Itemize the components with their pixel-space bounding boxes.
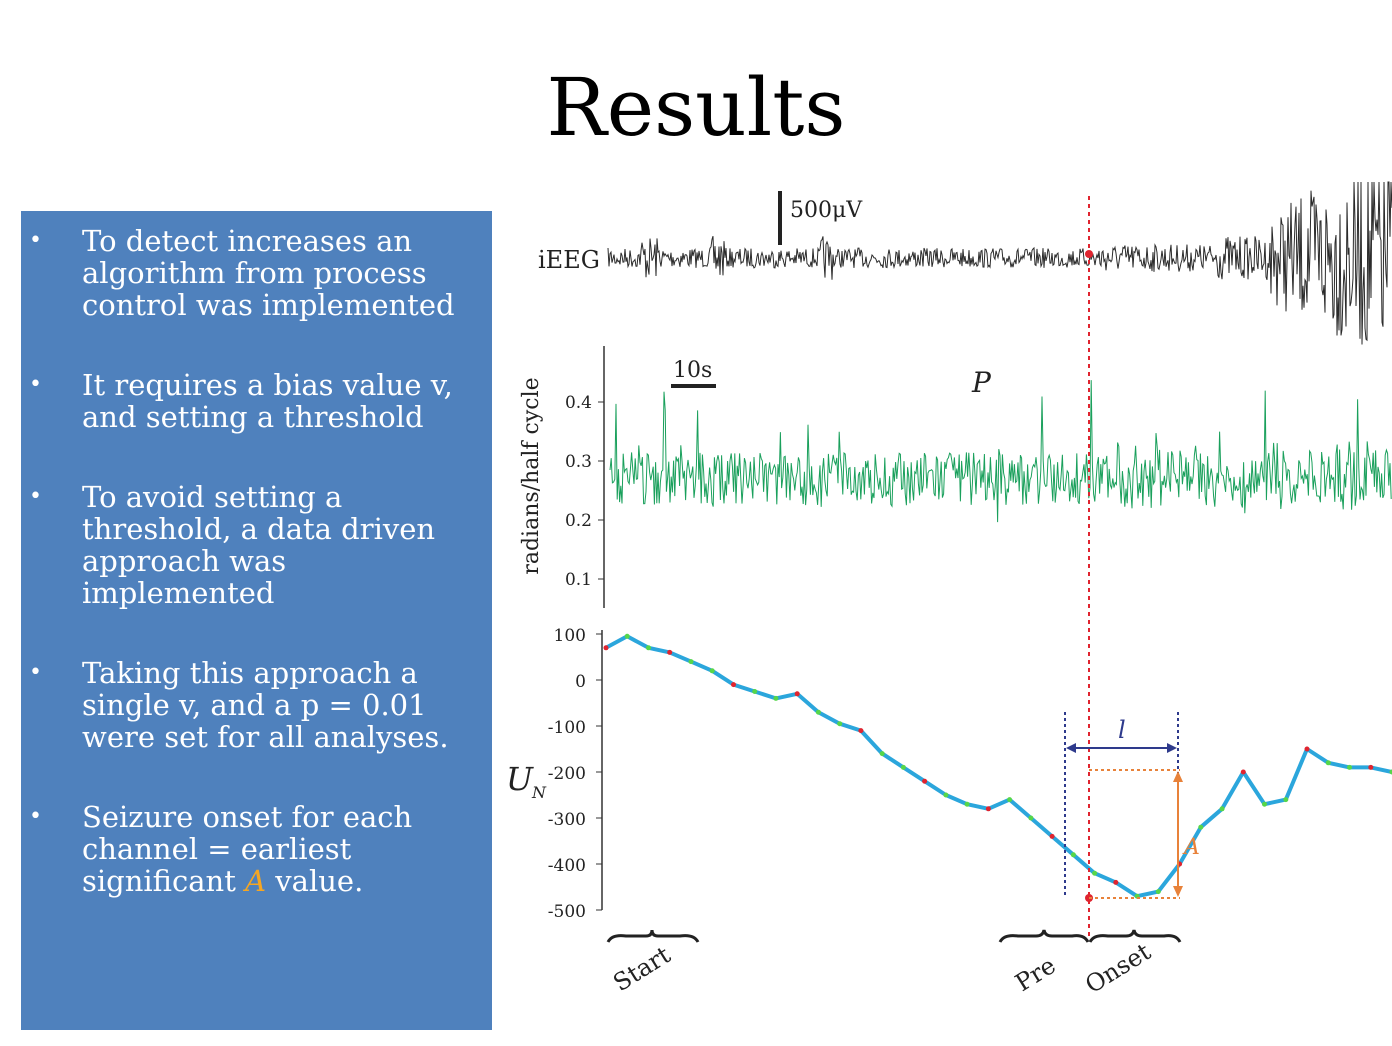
- un-data-point: [1092, 870, 1098, 876]
- bullet-dot: •: [29, 484, 42, 509]
- l-label: l: [1118, 716, 1126, 744]
- un-data-point: [1325, 760, 1331, 766]
- un-data-point: [1304, 746, 1310, 752]
- time-scale-label: 10s: [673, 358, 712, 383]
- un-label: U: [506, 760, 534, 798]
- un-data-point: [1113, 879, 1119, 885]
- brace-label-onset: Onset: [1080, 937, 1156, 999]
- un-data-point: [646, 645, 651, 651]
- p-y-axis-label: radians/half cycle: [519, 377, 544, 574]
- un-data-point: [688, 659, 694, 665]
- slide-title: Results: [546, 61, 846, 154]
- ieeg-label: iEEG: [538, 246, 600, 274]
- un-data-point: [1007, 797, 1013, 803]
- un-data-point: [1049, 833, 1055, 839]
- un-data-point: [731, 682, 736, 688]
- un-tick-label: -400: [548, 856, 586, 876]
- un-data-point: [667, 649, 673, 655]
- un-data-point: [1283, 797, 1289, 803]
- p-tick-label: 0.1: [565, 570, 592, 590]
- un-data-point: [922, 778, 928, 784]
- un-data-point: [709, 668, 715, 674]
- bullet-panel: • To detect increases an algorithm from …: [21, 211, 492, 1030]
- un-data-point: [879, 751, 885, 757]
- ieeg-trace: [607, 181, 1392, 345]
- p-panel-label: P: [971, 366, 992, 399]
- voltage-scale-label: 500μV: [790, 198, 863, 223]
- bullet-accent: A: [245, 864, 267, 898]
- bullet-text: It requires a bias value v, and setting …: [82, 368, 453, 434]
- un-markers: [603, 633, 1392, 899]
- brace-label-start: Start: [608, 941, 675, 998]
- un-trace: [605, 634, 1392, 899]
- un-data-point: [1198, 824, 1204, 830]
- un-data-point: [985, 806, 991, 812]
- p-tick-label: 0.2: [565, 511, 592, 531]
- un-data-point: [964, 801, 970, 807]
- un-data-point: [1219, 806, 1225, 812]
- un-tick-label: 100: [554, 626, 586, 646]
- un-tick-label: 0: [575, 672, 586, 692]
- p-trace: [609, 380, 1392, 523]
- un-label-subscript: N: [531, 783, 547, 802]
- p-tick-label: 0.4: [565, 393, 592, 413]
- brace-onset: [1088, 929, 1182, 943]
- bullet-text: Seizure onset for each channel = earlies…: [82, 801, 482, 897]
- un-tick-label: -200: [548, 764, 586, 784]
- un-data-point: [1240, 769, 1246, 775]
- un-tick-label: -100: [548, 718, 586, 738]
- bullet-dot: •: [29, 228, 42, 253]
- bullet-dot: •: [29, 372, 42, 397]
- bullet-text-pre: Seizure onset for each channel = earlies…: [82, 800, 413, 898]
- un-data-point: [794, 691, 800, 697]
- un-data-point: [1347, 764, 1352, 770]
- un-tick-label: -300: [548, 810, 586, 830]
- un-data-point: [752, 689, 758, 694]
- un-data-point: [1155, 889, 1161, 895]
- un-data-point: [1070, 852, 1076, 858]
- a-label: A: [1182, 835, 1200, 860]
- brace-start: [606, 929, 700, 943]
- un-data-point: [900, 764, 906, 770]
- un-ticks: 100 0 -100 -200 -300 -400 -500: [548, 626, 602, 922]
- un-data-point: [624, 633, 630, 639]
- bullet-text: To detect increases an algorithm from pr…: [82, 224, 455, 322]
- p-ticks: 0.4 0.3 0.2 0.1: [565, 393, 604, 590]
- bullet-text: Taking this approach a single v, and a p…: [82, 656, 449, 754]
- un-data-point: [858, 728, 864, 734]
- p-tick-label: 0.3: [565, 452, 592, 472]
- un-data-point: [1262, 801, 1267, 807]
- un-data-point: [943, 792, 949, 798]
- bullet-dot: •: [29, 660, 42, 685]
- un-data-point: [1028, 815, 1034, 821]
- brace-label-pre: Pre: [1010, 951, 1060, 997]
- un-data-point: [837, 721, 843, 727]
- un-tick-label: -500: [548, 902, 586, 922]
- bullet-text-post: value.: [266, 864, 364, 898]
- un-data-point: [1368, 764, 1374, 770]
- un-data-point: [773, 695, 779, 701]
- bullet-text: To avoid setting a threshold, a data dri…: [82, 480, 436, 610]
- brace-pre: [998, 929, 1090, 943]
- onset-marker-ieeg: [1085, 250, 1093, 258]
- bullet-dot: •: [29, 804, 42, 829]
- un-data-point: [1389, 769, 1392, 775]
- un-data-point: [603, 645, 609, 651]
- un-data-point: [815, 709, 821, 715]
